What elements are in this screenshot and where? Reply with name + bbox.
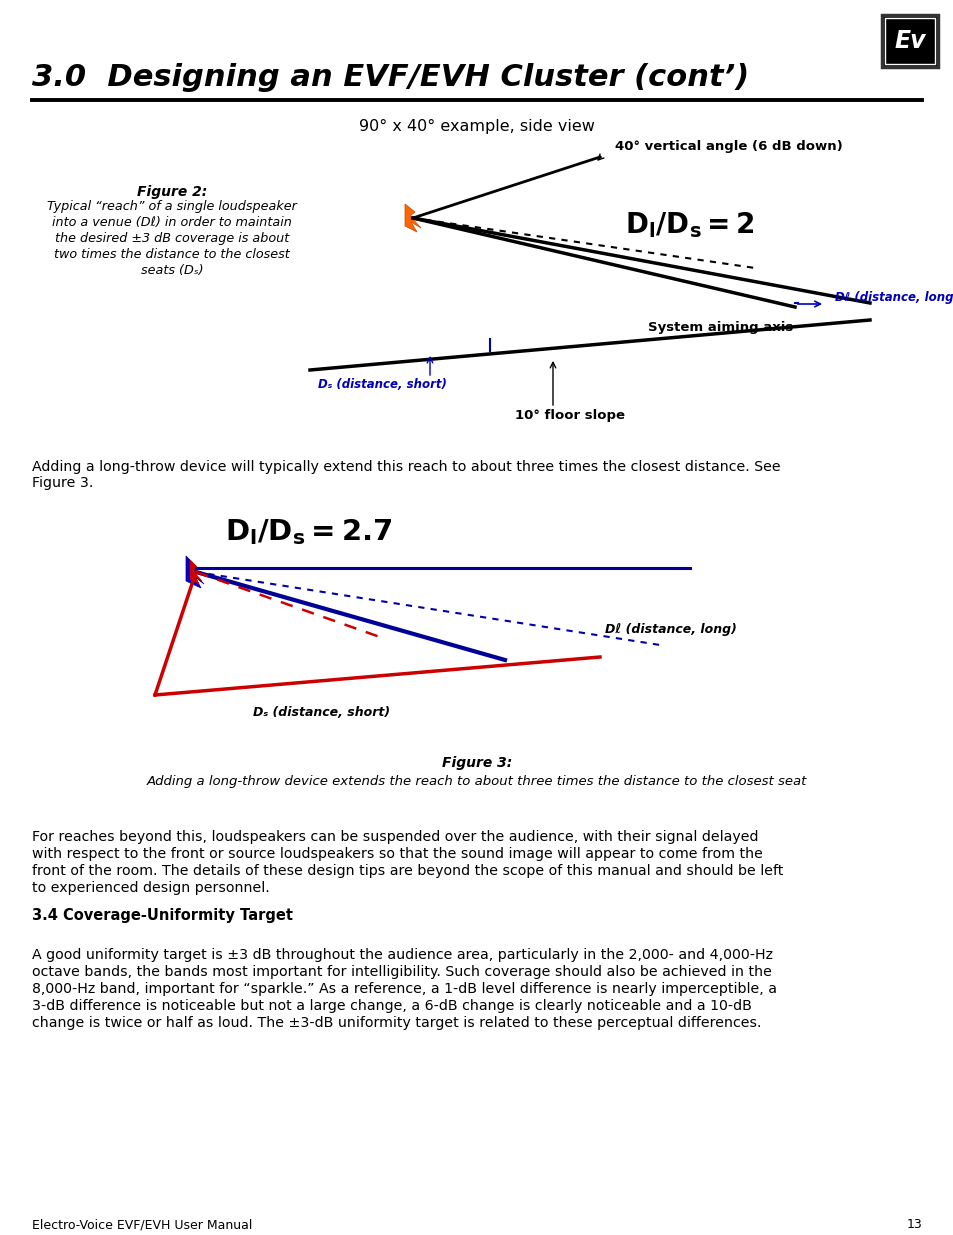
Text: Dₛ (distance, short): Dₛ (distance, short) xyxy=(317,378,446,391)
Text: Dℓ (distance, long): Dℓ (distance, long) xyxy=(834,290,953,304)
Text: $\mathbf{D_l/D_s = 2}$: $\mathbf{D_l/D_s = 2}$ xyxy=(624,210,754,240)
Text: two times the distance to the closest: two times the distance to the closest xyxy=(54,248,290,261)
Text: 13: 13 xyxy=(905,1219,921,1231)
Text: Adding a long-throw device will typically extend this reach to about three times: Adding a long-throw device will typicall… xyxy=(32,459,780,474)
Text: Ev: Ev xyxy=(893,28,924,53)
Text: with respect to the front or source loudspeakers so that the sound image will ap: with respect to the front or source loud… xyxy=(32,847,762,861)
Text: For reaches beyond this, loudspeakers can be suspended over the audience, with t: For reaches beyond this, loudspeakers ca… xyxy=(32,830,758,844)
Text: change is twice or half as loud. The ±3-dB uniformity target is related to these: change is twice or half as loud. The ±3-… xyxy=(32,1016,760,1030)
Text: $\mathbf{D_l/D_s = 2.7}$: $\mathbf{D_l/D_s = 2.7}$ xyxy=(225,517,392,547)
Text: 3.4 Coverage-Uniformity Target: 3.4 Coverage-Uniformity Target xyxy=(32,908,293,923)
Text: Typical “reach” of a single loudspeaker: Typical “reach” of a single loudspeaker xyxy=(47,200,296,212)
Text: 3-dB difference is noticeable but not a large change, a 6-dB change is clearly n: 3-dB difference is noticeable but not a … xyxy=(32,999,751,1013)
Text: into a venue (Dℓ) in order to maintain: into a venue (Dℓ) in order to maintain xyxy=(52,216,292,228)
Text: Dℓ (distance, long): Dℓ (distance, long) xyxy=(604,624,736,636)
Text: Figure 2:: Figure 2: xyxy=(136,185,207,199)
FancyBboxPatch shape xyxy=(884,19,934,64)
Polygon shape xyxy=(186,556,204,588)
FancyBboxPatch shape xyxy=(882,15,937,67)
Text: 10° floor slope: 10° floor slope xyxy=(515,409,624,421)
Text: the desired ±3 dB coverage is about: the desired ±3 dB coverage is about xyxy=(55,232,289,245)
Text: Adding a long-throw device extends the reach to about three times the distance t: Adding a long-throw device extends the r… xyxy=(147,776,806,788)
Text: octave bands, the bands most important for intelligibility. Such coverage should: octave bands, the bands most important f… xyxy=(32,965,771,979)
Text: Dₛ (distance, short): Dₛ (distance, short) xyxy=(253,705,390,719)
Text: seats (Dₛ): seats (Dₛ) xyxy=(140,264,203,277)
Text: 8,000-Hz band, important for “sparkle.” As a reference, a 1-dB level difference : 8,000-Hz band, important for “sparkle.” … xyxy=(32,982,776,995)
Text: 90° x 40° example, side view: 90° x 40° example, side view xyxy=(358,119,595,133)
Text: 40° vertical angle (6 dB down): 40° vertical angle (6 dB down) xyxy=(615,140,841,153)
Polygon shape xyxy=(190,559,202,584)
Text: 3.0  Designing an EVF/EVH Cluster (cont’): 3.0 Designing an EVF/EVH Cluster (cont’) xyxy=(32,63,748,93)
Text: Figure 3:: Figure 3: xyxy=(441,756,512,769)
Text: to experienced design personnel.: to experienced design personnel. xyxy=(32,881,270,895)
Text: Figure 3.: Figure 3. xyxy=(32,475,93,490)
Text: System aiming axis: System aiming axis xyxy=(647,321,792,335)
Text: front of the room. The details of these design tips are beyond the scope of this: front of the room. The details of these … xyxy=(32,864,782,878)
Polygon shape xyxy=(405,204,420,232)
Text: A good uniformity target is ±3 dB throughout the audience area, particularly in : A good uniformity target is ±3 dB throug… xyxy=(32,948,772,962)
Text: Electro-Voice EVF/EVH User Manual: Electro-Voice EVF/EVH User Manual xyxy=(32,1219,253,1231)
